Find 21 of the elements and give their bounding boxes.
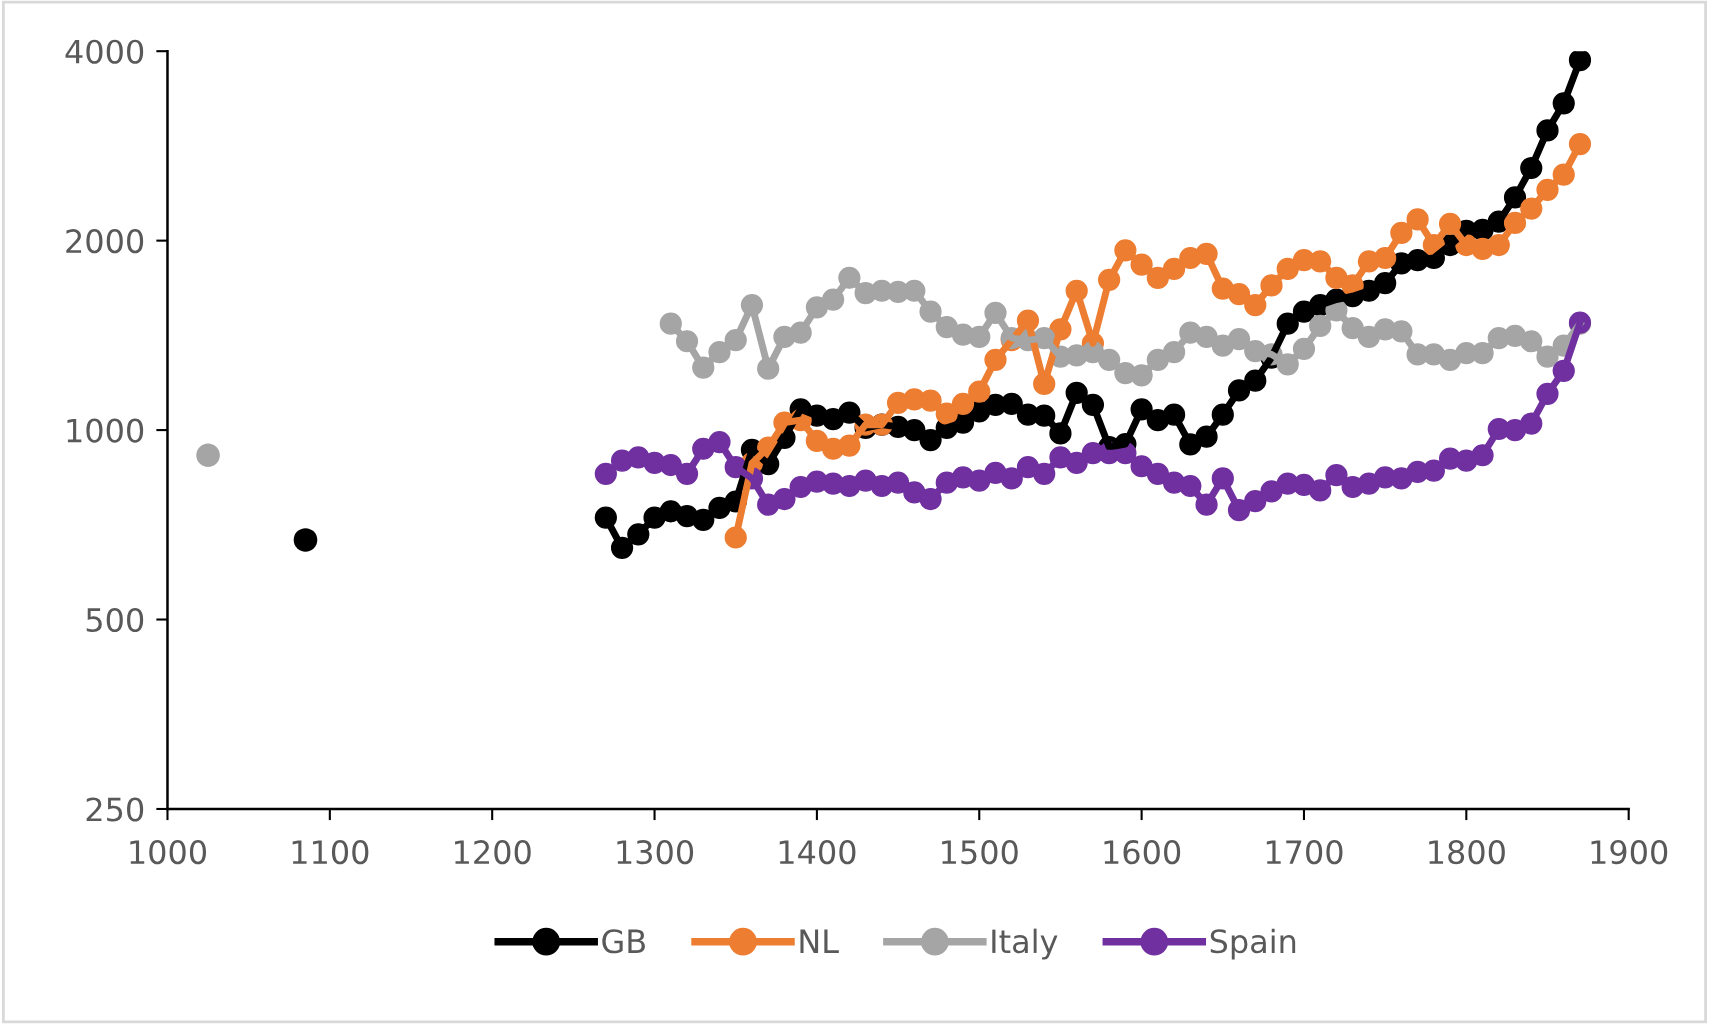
x-tick-label: 1300	[617, 840, 694, 865]
y-tick-label: 250	[86, 797, 144, 822]
point	[196, 443, 220, 468]
legend-label: Italy	[992, 928, 1058, 960]
x-tick-label: 1100	[292, 840, 369, 865]
y-tick-label: 2000	[66, 229, 144, 254]
x-tick-label: 1800	[1429, 840, 1505, 865]
x-tick-label: 1400	[779, 840, 856, 865]
y-tick-label: 500	[86, 607, 144, 633]
legend-label: GB	[602, 929, 645, 954]
x-tick-label: 1200	[455, 840, 531, 865]
x-tick-label: 1700	[1266, 840, 1343, 865]
x-tick-label: 1600	[1104, 840, 1181, 865]
x-tick-label: 1900	[1591, 840, 1668, 865]
x-tick-label: 1500	[942, 840, 1018, 865]
x-tick-label: 1000	[130, 840, 207, 865]
legend-label: Spain	[1210, 928, 1296, 960]
point	[293, 528, 318, 552]
legend-label: NL	[800, 929, 839, 953]
y-tick-label: 4000	[65, 39, 144, 64]
y-tick-label: 1000	[67, 418, 144, 443]
